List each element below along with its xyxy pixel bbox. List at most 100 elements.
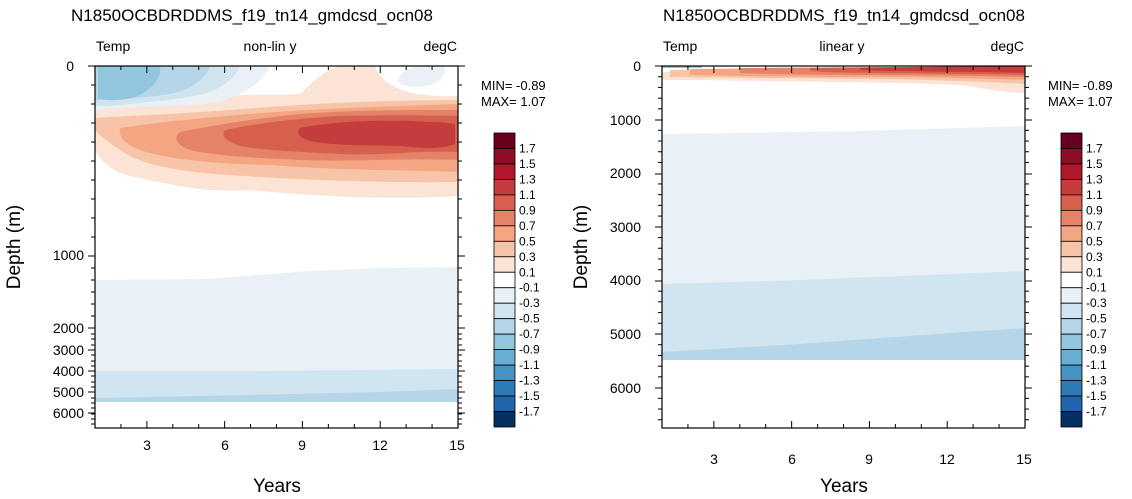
left-scale-label: non-lin y [244,38,297,54]
colorbar-swatch [493,364,516,381]
colorbar-label: -1.7 [519,405,540,419]
colorbar-label: -1.1 [519,358,540,372]
colorbar-label: 1.1 [519,188,536,202]
colorbar-swatch [1060,256,1083,273]
left-variable-label: Temp [96,38,130,54]
colorbar-label: 1.3 [1086,172,1103,186]
right-contour-fill [662,66,1025,360]
left-colorbar: 1.71.51.31.10.90.70.50.30.1-0.1-0.3-0.5-… [493,132,540,428]
colorbar-label: -0.7 [1086,327,1107,341]
colorbar-label: 0.1 [519,265,536,279]
left-ytick-label: 1000 [53,247,84,263]
left-units-label: degC [424,38,457,54]
colorbar-swatch [493,333,516,351]
colorbar-swatch [1060,271,1083,289]
colorbar-label: -0.7 [519,327,540,341]
colorbar-label: 1.5 [1086,157,1103,171]
left-min-label: MIN= -0.89 [481,78,546,93]
colorbar-swatch [1060,395,1083,412]
right-ytick-label: 4000 [610,272,641,288]
colorbar-label: -0.5 [1086,312,1107,326]
colorbar-swatch [493,287,516,304]
colorbar-swatch [493,225,516,242]
colorbar-swatch [493,411,516,428]
colorbar-swatch [1060,163,1083,180]
right-ytick-label: 0 [633,58,641,74]
colorbar-label: -1.3 [1086,374,1107,388]
colorbar-swatch [1060,194,1083,211]
colorbar-swatch [493,395,516,412]
colorbar-label: 0.7 [519,219,536,233]
colorbar-swatch [493,240,516,258]
colorbar-swatch [493,271,516,289]
colorbar-label: -1.7 [1086,405,1107,419]
colorbar-swatch [493,302,516,320]
right-xlabel: Years [820,476,868,497]
right-ytick-label: 1000 [610,112,641,128]
right-abyssal-cool-core [662,328,1025,360]
left-warm-anomaly-1.1 [298,120,455,148]
left-xtick-label: 3 [143,437,151,453]
right-warm-anomaly-1.1 [860,66,1025,73]
left-y-tick-labels: 0 1000 2000 3000 4000 5000 6000 [53,58,84,421]
colorbar-swatch [493,179,516,196]
right-ytick-label: 6000 [610,380,641,396]
right-units-label: degC [991,38,1024,54]
left-axes [88,65,465,428]
left-surface-cool-small-patch [398,66,446,87]
left-ytick-label: 4000 [53,363,84,379]
colorbar-label: 1.5 [519,157,536,171]
colorbar-label: 0.3 [519,250,536,264]
left-ytick-label: 0 [66,58,74,74]
left-ylabel: Depth (m) [4,205,25,289]
colorbar-label: 0.1 [1086,265,1103,279]
left-ytick-label: 3000 [53,342,84,358]
colorbar-swatch [493,349,516,366]
colorbar-label: -0.5 [519,312,540,326]
colorbar-label: 1.7 [1086,141,1103,155]
colorbar-swatch [1060,302,1083,320]
right-title: N1850OCBDRDDMS_f19_tn14_gmdcsd_ocn08 [663,6,1025,25]
colorbar-swatch [1060,364,1083,381]
colorbar-swatch [493,132,516,149]
colorbar-swatch [1060,179,1083,196]
right-y-tick-labels: 0 1000 2000 3000 4000 5000 6000 [610,58,641,396]
colorbar-swatch [1060,209,1083,227]
left-contour-fill [95,66,458,428]
right-min-label: MIN= -0.89 [1048,78,1113,93]
colorbar-label: -0.3 [519,296,540,310]
colorbar-label: -0.1 [1086,281,1107,295]
colorbar-swatch [1060,380,1083,397]
left-ytick-label: 6000 [53,405,84,421]
right-ytick-label: 5000 [610,326,641,342]
colorbar-label: 0.9 [519,203,536,217]
colorbar-swatch [493,194,516,211]
colorbar-label: -0.9 [519,343,540,357]
left-xtick-label: 9 [298,437,306,453]
colorbar-swatch [1060,287,1083,304]
right-xtick-label: 3 [710,451,718,467]
colorbar-swatch [493,163,516,180]
colorbar-swatch [1060,240,1083,258]
left-ytick-label: 2000 [53,320,84,336]
colorbar-swatch [1060,132,1083,149]
right-xtick-label: 15 [1016,451,1032,467]
right-max-label: MAX= 1.07 [1048,94,1113,109]
colorbar-swatch [1060,333,1083,351]
right-surface-cool-sliver [662,66,702,68]
left-xtick-label: 6 [221,437,229,453]
colorbar-label: 0.5 [519,234,536,248]
right-ytick-label: 2000 [610,165,641,181]
colorbar-label: -0.3 [1086,296,1107,310]
left-title: N1850OCBDRDDMS_f19_tn14_gmdcsd_ocn08 [71,6,433,25]
colorbar-swatch [1060,349,1083,366]
right-axes [655,65,1032,428]
left-ytick-label: 5000 [53,384,84,400]
colorbar-swatch [493,256,516,273]
colorbar-label: 1.1 [1086,188,1103,202]
left-xtick-label: 12 [372,437,388,453]
colorbar-label: 1.7 [519,141,536,155]
colorbar-label: -0.9 [1086,343,1107,357]
right-panel: N1850OCBDRDDMS_f19_tn14_gmdcsd_ocn08 Tem… [571,6,1113,497]
